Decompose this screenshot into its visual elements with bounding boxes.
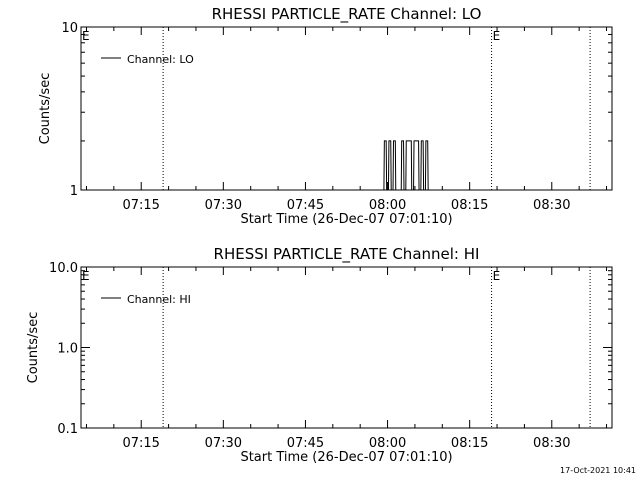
event-marker: E (493, 269, 501, 283)
y-tick-label: 0.1 (57, 422, 78, 437)
x-tick-label: 08:15 (451, 198, 488, 213)
event-marker: E (82, 269, 90, 283)
x-tick-label: 07:45 (287, 436, 324, 451)
legend-label: Channel: LO (127, 53, 194, 66)
x-tick-label: 07:45 (287, 198, 324, 213)
x-tick-label: 07:30 (205, 198, 242, 213)
timestamp: 17-Oct-2021 10:41 (560, 466, 636, 475)
x-tick-label: 08:00 (369, 436, 406, 451)
x-axis-label: Start Time (26-Dec-07 07:01:10) (240, 212, 452, 227)
y-tick-label: 10.0 (49, 261, 78, 276)
y-axis-label: Counts/sec (26, 312, 41, 384)
chart-title: RHESSI PARTICLE_RATE Channel: LO (212, 5, 482, 24)
y-axis-label: Counts/sec (38, 73, 53, 145)
event-marker: E (493, 29, 501, 43)
x-tick-label: 08:00 (369, 198, 406, 213)
series-line (81, 140, 612, 191)
x-tick-label: 08:30 (533, 198, 570, 213)
x-tick-label: 07:30 (205, 436, 242, 451)
x-tick-label: 07:15 (122, 198, 159, 213)
chart-panel-2: RHESSI PARTICLE_RATE Channel: HI 07:15 07:… (26, 245, 613, 465)
x-tick-label: 08:30 (533, 436, 570, 451)
plot-frame (80, 26, 613, 191)
x-axis-label: Start Time (26-Dec-07 07:01:10) (240, 450, 452, 465)
x-tick-label: 08:15 (451, 436, 488, 451)
y-tick-label: 1 (70, 184, 78, 199)
plot-frame (80, 266, 613, 429)
chart-title: RHESSI PARTICLE_RATE Channel: HI (214, 245, 480, 264)
legend-label: Channel: HI (127, 293, 191, 306)
y-tick-label: 10 (61, 21, 78, 36)
x-tick-label: 07:15 (122, 436, 159, 451)
y-tick-label: 1.0 (57, 342, 78, 357)
event-marker: E (82, 29, 90, 43)
chart-panel-1: RHESSI PARTICLE_RATE Channel: LO 07:15 07:… (38, 5, 613, 227)
